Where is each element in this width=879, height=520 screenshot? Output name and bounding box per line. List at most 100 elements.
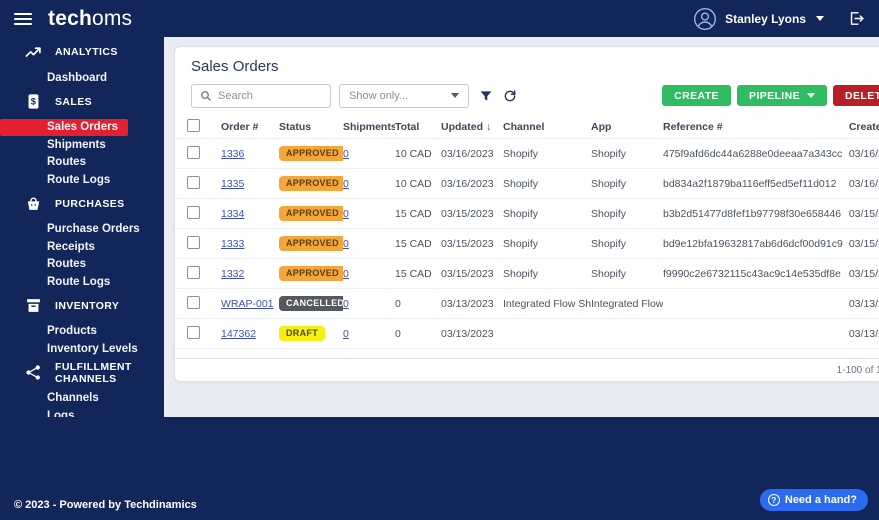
delete-button[interactable]: DELETE — [833, 85, 879, 106]
chevron-down-icon[interactable] — [816, 16, 824, 21]
sidebar-item-dashboard[interactable]: Dashboard — [47, 71, 108, 84]
sidebar-item-logs[interactable]: Logs — [47, 409, 75, 417]
copyright-text: © 2023 - Powered by Techdinamics — [14, 499, 197, 511]
channel-cell: Shopify — [503, 207, 539, 220]
status-badge: APPROVED — [279, 206, 343, 221]
updated-cell: 03/16/2023 — [441, 177, 494, 190]
total-cell: 10 CAD — [395, 177, 432, 190]
shipments-link[interactable]: 0 — [343, 147, 349, 160]
row-checkbox[interactable] — [187, 235, 200, 249]
footer: © 2023 - Powered by Techdinamics Need a … — [0, 417, 879, 520]
app-cell: Shopify — [591, 147, 627, 160]
sidebar-section-inventory[interactable]: INVENTORY — [0, 293, 164, 319]
column-header-total[interactable]: Total — [395, 121, 420, 133]
sidebar-item-purchase-orders[interactable]: Purchase Orders — [47, 223, 140, 236]
order-link[interactable]: WRAP-001 — [221, 297, 274, 310]
reference-cell: bd9e12bfa19632817ab6d6dcf00d91c9 — [663, 237, 843, 250]
channel-cell: Shopify — [503, 267, 539, 280]
shipments-link[interactable]: 0 — [343, 207, 349, 220]
reference-cell: f9990c2e6732115c43ac9c14e535df8e — [663, 267, 841, 280]
status-badge: CANCELLED — [279, 296, 343, 311]
show-only-placeholder: Show only... — [349, 89, 409, 102]
row-checkbox[interactable] — [187, 205, 200, 219]
status-badge: DRAFT — [279, 326, 325, 341]
column-header-status[interactable]: Status — [279, 121, 312, 133]
shipments-link[interactable]: 0 — [343, 297, 349, 310]
updated-cell: 03/16/2023 — [441, 147, 494, 160]
trending-up-icon — [25, 44, 42, 61]
order-link[interactable]: 1335 — [221, 177, 245, 190]
sidebar-item-routes[interactable]: Routes — [47, 156, 86, 169]
sidebar-item-shipments[interactable]: Shipments — [47, 138, 106, 151]
order-link[interactable]: 147362 — [221, 327, 257, 340]
refresh-icon[interactable] — [503, 89, 517, 103]
row-checkbox[interactable] — [187, 175, 200, 189]
select-all-checkbox[interactable] — [187, 119, 200, 132]
app-logo[interactable]: techoms — [48, 7, 132, 31]
order-link[interactable]: 1333 — [221, 237, 245, 250]
sidebar-item-channels[interactable]: Channels — [47, 392, 99, 405]
chevron-down-icon — [807, 93, 816, 98]
table-row: 1332 APPROVED 0 15 CAD 03/15/2023 Shopif… — [175, 258, 879, 288]
row-checkbox[interactable] — [187, 145, 200, 159]
column-header-order[interactable]: Order # — [221, 121, 259, 133]
created-cell: 03/13/2023 — [848, 327, 879, 340]
table-row: 1336 APPROVED 0 10 CAD 03/16/2023 Shopif… — [175, 138, 879, 168]
show-only-select[interactable]: Show only... — [339, 83, 469, 108]
created-cell: 03/16/2023 — [848, 147, 879, 160]
reference-cell: b3b2d51477d8fef1b97798f30e658446 — [663, 207, 842, 220]
search-input[interactable] — [218, 89, 322, 102]
order-link[interactable]: 1332 — [221, 267, 245, 280]
sidebar-section-sales[interactable]: $ SALES — [0, 89, 164, 115]
pagination: 1-100 of 196 — [175, 358, 879, 381]
shipments-link[interactable]: 0 — [343, 177, 349, 190]
column-header-shipments[interactable]: Shipments — [343, 121, 395, 133]
section-label: ANALYTICS — [55, 46, 118, 58]
sidebar-item-products[interactable]: Products — [47, 325, 97, 338]
column-header-updated[interactable]: Updated ↓ — [441, 121, 492, 133]
app-cell: Shopify — [591, 177, 627, 190]
sidebar-item-receipts[interactable]: Receipts — [47, 240, 95, 253]
table-row: 1334 APPROVED 0 15 CAD 03/15/2023 Shopif… — [175, 198, 879, 228]
status-badge: APPROVED — [279, 146, 343, 161]
row-checkbox[interactable] — [187, 325, 200, 339]
logout-icon[interactable] — [848, 10, 865, 27]
channel-cell: Shopify — [503, 177, 539, 190]
sidebar-item-purchase-routes[interactable]: Routes — [47, 258, 86, 271]
order-link[interactable]: 1336 — [221, 147, 245, 160]
row-checkbox[interactable] — [187, 295, 200, 309]
column-header-channel[interactable]: Channel — [503, 121, 545, 133]
row-checkbox[interactable] — [187, 265, 200, 279]
svg-text:$: $ — [31, 97, 36, 107]
sidebar-item-sales-orders[interactable]: Sales Orders — [0, 118, 128, 136]
shipments-link[interactable]: 0 — [343, 267, 349, 280]
sidebar-item-purchase-route-logs[interactable]: Route Logs — [47, 275, 111, 288]
status-badge: APPROVED — [279, 266, 343, 281]
filter-icon[interactable] — [479, 89, 493, 103]
create-button[interactable]: CREATE — [662, 85, 731, 106]
avatar-icon — [693, 7, 717, 31]
need-a-hand-button[interactable]: Need a hand? — [759, 489, 868, 511]
search-box[interactable] — [191, 83, 331, 108]
column-header-app[interactable]: App — [591, 121, 612, 133]
sidebar-section-purchases[interactable]: PURCHASES — [0, 191, 164, 217]
sidebar-item-route-logs[interactable]: Route Logs — [47, 173, 111, 186]
total-cell: 15 CAD — [395, 237, 432, 250]
column-header-created[interactable]: Created — [848, 121, 879, 133]
shipments-link[interactable]: 0 — [343, 327, 349, 340]
sidebar: ANALYTICS Dashboard $ SALES Sales Orders… — [0, 37, 164, 417]
shipments-link[interactable]: 0 — [343, 237, 349, 250]
order-link[interactable]: 1334 — [221, 207, 245, 220]
sidebar-section-fulfillment-channels[interactable]: FULFILLMENT CHANNELS — [0, 360, 164, 386]
total-cell: 0 — [395, 297, 401, 310]
sidebar-item-inventory-levels[interactable]: Inventory Levels — [47, 342, 138, 355]
app-cell: Integrated Flow — [591, 297, 663, 310]
pipeline-button[interactable]: PIPELINE — [736, 85, 828, 106]
user-menu[interactable]: Stanley Lyons — [725, 11, 806, 26]
reference-cell: bd834a2f1879ba116eff5ed5ef11d012 — [663, 177, 837, 190]
sidebar-section-analytics[interactable]: ANALYTICS — [0, 39, 164, 65]
column-header-reference[interactable]: Reference # — [663, 121, 723, 133]
hamburger-menu-icon[interactable] — [14, 12, 32, 25]
status-badge: APPROVED — [279, 236, 343, 251]
reference-cell: 475f9afd6dc44a6288e0deeaa7a343cc — [663, 147, 843, 160]
